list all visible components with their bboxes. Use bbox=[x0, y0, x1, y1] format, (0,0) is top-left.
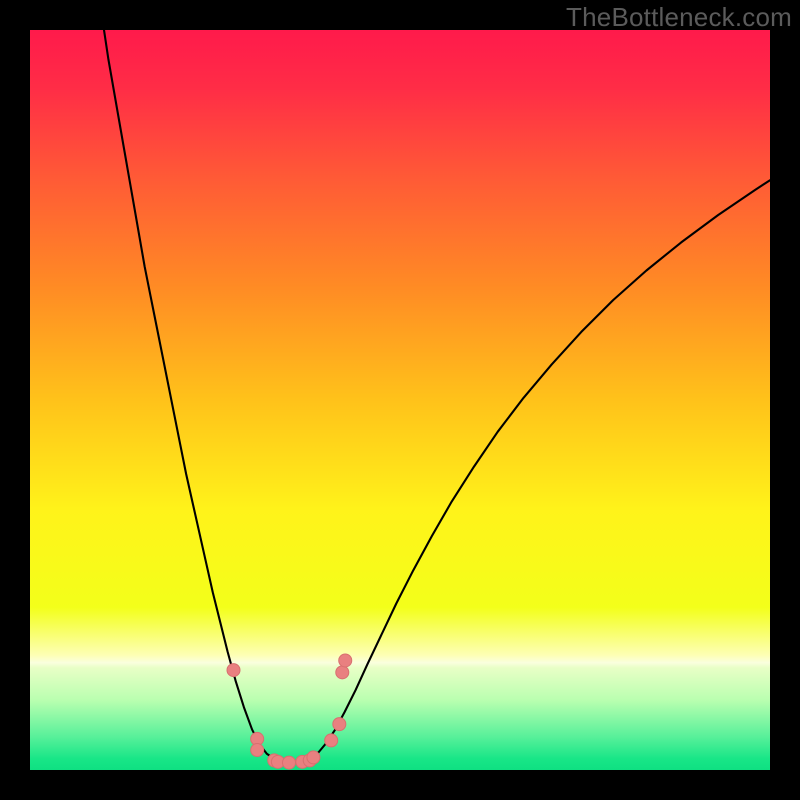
curve-marker bbox=[336, 666, 349, 679]
curve-marker bbox=[283, 756, 296, 769]
curve-marker bbox=[227, 664, 240, 677]
curve-marker bbox=[325, 734, 338, 747]
curve-marker bbox=[307, 751, 320, 764]
curve-marker bbox=[251, 744, 264, 757]
curve-marker bbox=[333, 718, 346, 731]
chart-svg bbox=[30, 30, 770, 770]
plot-area bbox=[30, 30, 770, 770]
gradient-background bbox=[30, 30, 770, 770]
watermark-text: TheBottleneck.com bbox=[566, 2, 792, 33]
curve-marker bbox=[339, 654, 352, 667]
